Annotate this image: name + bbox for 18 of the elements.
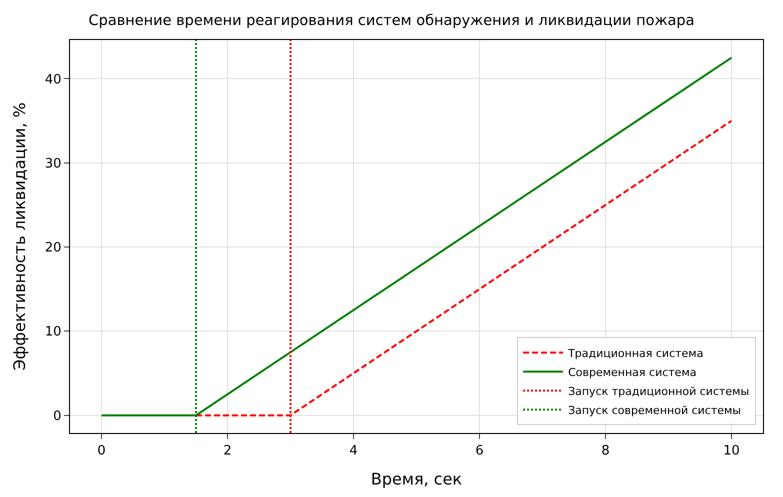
chart-title: Сравнение времени реагирования систем обнаружения и ликвидации пожара [88, 13, 694, 30]
legend-label: Современная система [568, 366, 696, 379]
y-axis-title: Эффективность ликвидации, % [10, 102, 29, 371]
legend-label: Запуск современной системы [568, 404, 742, 417]
legend-label: Традиционная система [567, 346, 704, 360]
y-tick-label: 0 [53, 408, 62, 424]
y-tick-label: 40 [44, 72, 62, 88]
x-tick-label: 6 [475, 444, 484, 459]
x-tick-label: 10 [723, 444, 740, 459]
x-axis-title: Время, сек [370, 469, 462, 488]
y-tick-label: 30 [44, 156, 62, 172]
x-tick-label: 4 [349, 444, 358, 459]
y-tick-label: 10 [44, 324, 62, 340]
x-tick-label: 2 [223, 444, 232, 459]
y-tick-label: 20 [44, 240, 62, 256]
x-tick-label: 8 [601, 444, 610, 459]
x-tick-label: 0 [97, 444, 106, 459]
legend-label: Запуск традиционной системы [568, 384, 750, 398]
